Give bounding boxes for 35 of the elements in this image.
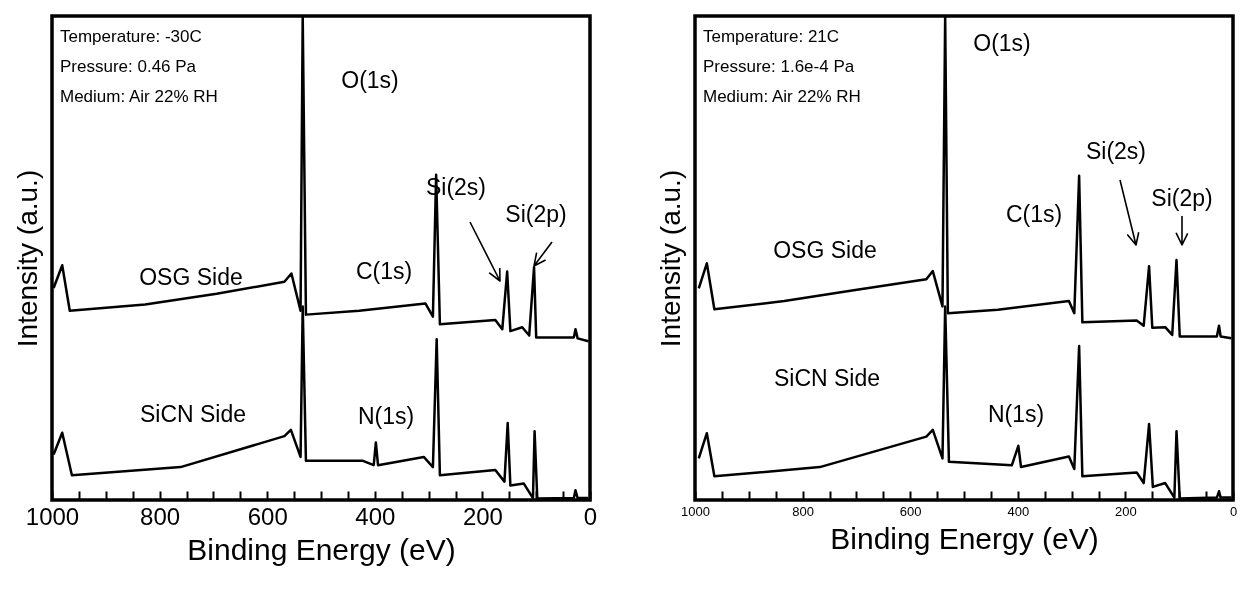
series-label: OSG Side [139,264,243,290]
series-label: OSG Side [773,237,877,263]
annotation: C(1s) [355,258,413,284]
x-axis-title: Binding Energy (eV) [830,521,1099,555]
annotation: Medium: Air 22% RH [60,87,218,106]
annotation: Pressure: 0.46 Pa [60,57,197,76]
x-tick-label: 0 [583,502,598,530]
x-tick-label: 600 [899,503,922,519]
annotation: Temperature: 21C [703,27,840,46]
y-axis-title: Intensity (a.u.) [11,169,43,348]
x-tick-label: 800 [140,502,181,530]
annotation: Si(2p) [505,201,567,227]
x-tick-label: 1000 [681,503,710,519]
x-tick-label: 200 [462,502,503,530]
x-tick-label: 400 [355,502,396,530]
x-tick-label: 600 [247,502,288,530]
annotation: Pressure: 1.6e-4 Pa [703,57,855,76]
annotation: Temperature: -30C [60,27,202,46]
annotation: C(1s) [1005,201,1063,227]
text: SiCN Side [773,365,881,391]
annotation: Si(2p) [1151,185,1213,211]
x-tick-label: 800 [792,503,814,519]
annotation: O(1s) [341,67,399,93]
x-axis-title: Binding Energy (eV) [187,532,456,566]
annotation: N(1s) [357,403,415,429]
annotation: Medium: Air 22% RH [703,87,861,106]
annotation: O(1s) [973,30,1031,56]
x-tick-label: 1000 [25,502,80,530]
annotation: Si(2s) [1085,138,1147,164]
x-tick-label: 400 [1007,503,1030,519]
y-axis-title: Intensity (a.u.) [654,169,686,348]
x-tick-label: 0 [1229,503,1238,519]
annotation: N(1s) [987,401,1045,427]
x-tick-label: 200 [1115,503,1137,519]
series-label: SiCN Side [139,401,247,427]
